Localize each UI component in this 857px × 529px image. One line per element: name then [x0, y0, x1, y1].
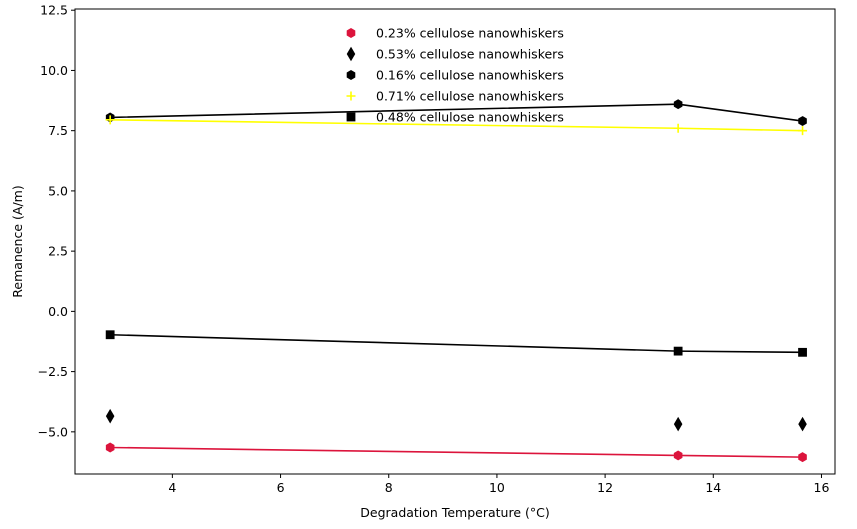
legend-marker [346, 28, 356, 38]
legend-item: 0.23% cellulose nanowhiskers [346, 26, 564, 41]
legend: 0.23% cellulose nanowhiskers 0.53% cellul… [346, 26, 564, 125]
legend-label: 0.23% cellulose nanowhiskers [376, 26, 564, 41]
legend-item: 0.16% cellulose nanowhiskers [346, 68, 564, 83]
x-tick-label: 6 [277, 480, 285, 495]
y-axis: −5.0 −2.5 0.0 2.5 5.0 7.5 10.0 12.5 [38, 3, 75, 439]
series-4 [105, 115, 808, 136]
data-point [798, 116, 807, 126]
legend-item: 0.71% cellulose nanowhiskers [346, 89, 564, 104]
data-point [105, 442, 115, 453]
data-point [673, 450, 683, 461]
legend-marker [346, 112, 356, 122]
y-tick-label: 12.5 [40, 3, 68, 18]
x-axis-label: Degradation Temperature (°C) [360, 505, 549, 520]
legend-label: 0.48% cellulose nanowhiskers [376, 110, 564, 125]
data-point [798, 452, 807, 463]
legend-label: 0.71% cellulose nanowhiskers [376, 89, 564, 104]
y-tick-label: 5.0 [48, 183, 68, 198]
data-point [798, 347, 807, 357]
data-point [673, 123, 683, 133]
series-1 [105, 442, 807, 463]
y-tick-label: 2.5 [48, 244, 68, 259]
data-point [105, 330, 115, 340]
data-point [105, 115, 115, 125]
data-point [798, 416, 807, 432]
y-axis-label: Remanence (A/m) [10, 185, 25, 297]
legend-marker [346, 46, 356, 62]
legend-marker [346, 70, 356, 80]
x-tick-label: 12 [597, 480, 613, 495]
x-tick-label: 10 [489, 480, 505, 495]
plot-area [105, 99, 808, 463]
axes-frame [74, 8, 836, 475]
legend-label: 0.53% cellulose nanowhiskers [376, 47, 564, 62]
series-line [110, 446, 803, 458]
data-point [673, 346, 683, 356]
x-tick-label: 14 [705, 480, 721, 495]
legend-marker [346, 91, 356, 101]
data-point [105, 408, 115, 424]
y-tick-label: 7.5 [48, 123, 68, 138]
y-tick-label: −2.5 [38, 364, 68, 379]
data-point [673, 99, 683, 110]
x-axis: 4 6 8 10 12 14 16 [168, 474, 829, 495]
legend-item: 0.53% cellulose nanowhiskers [346, 46, 564, 62]
series-line [110, 333, 803, 354]
data-point [673, 416, 683, 432]
y-tick-label: 0.0 [48, 304, 68, 319]
x-tick-label: 8 [385, 480, 393, 495]
y-tick-label: 10.0 [40, 63, 68, 78]
legend-item: 0.48% cellulose nanowhiskers [346, 110, 564, 125]
series-5 [105, 330, 807, 357]
x-tick-label: 16 [814, 480, 830, 495]
data-point [798, 126, 808, 136]
series-2 [105, 408, 807, 432]
legend-label: 0.16% cellulose nanowhiskers [376, 68, 564, 83]
x-tick-label: 4 [168, 480, 176, 495]
y-tick-label: −5.0 [38, 424, 68, 439]
